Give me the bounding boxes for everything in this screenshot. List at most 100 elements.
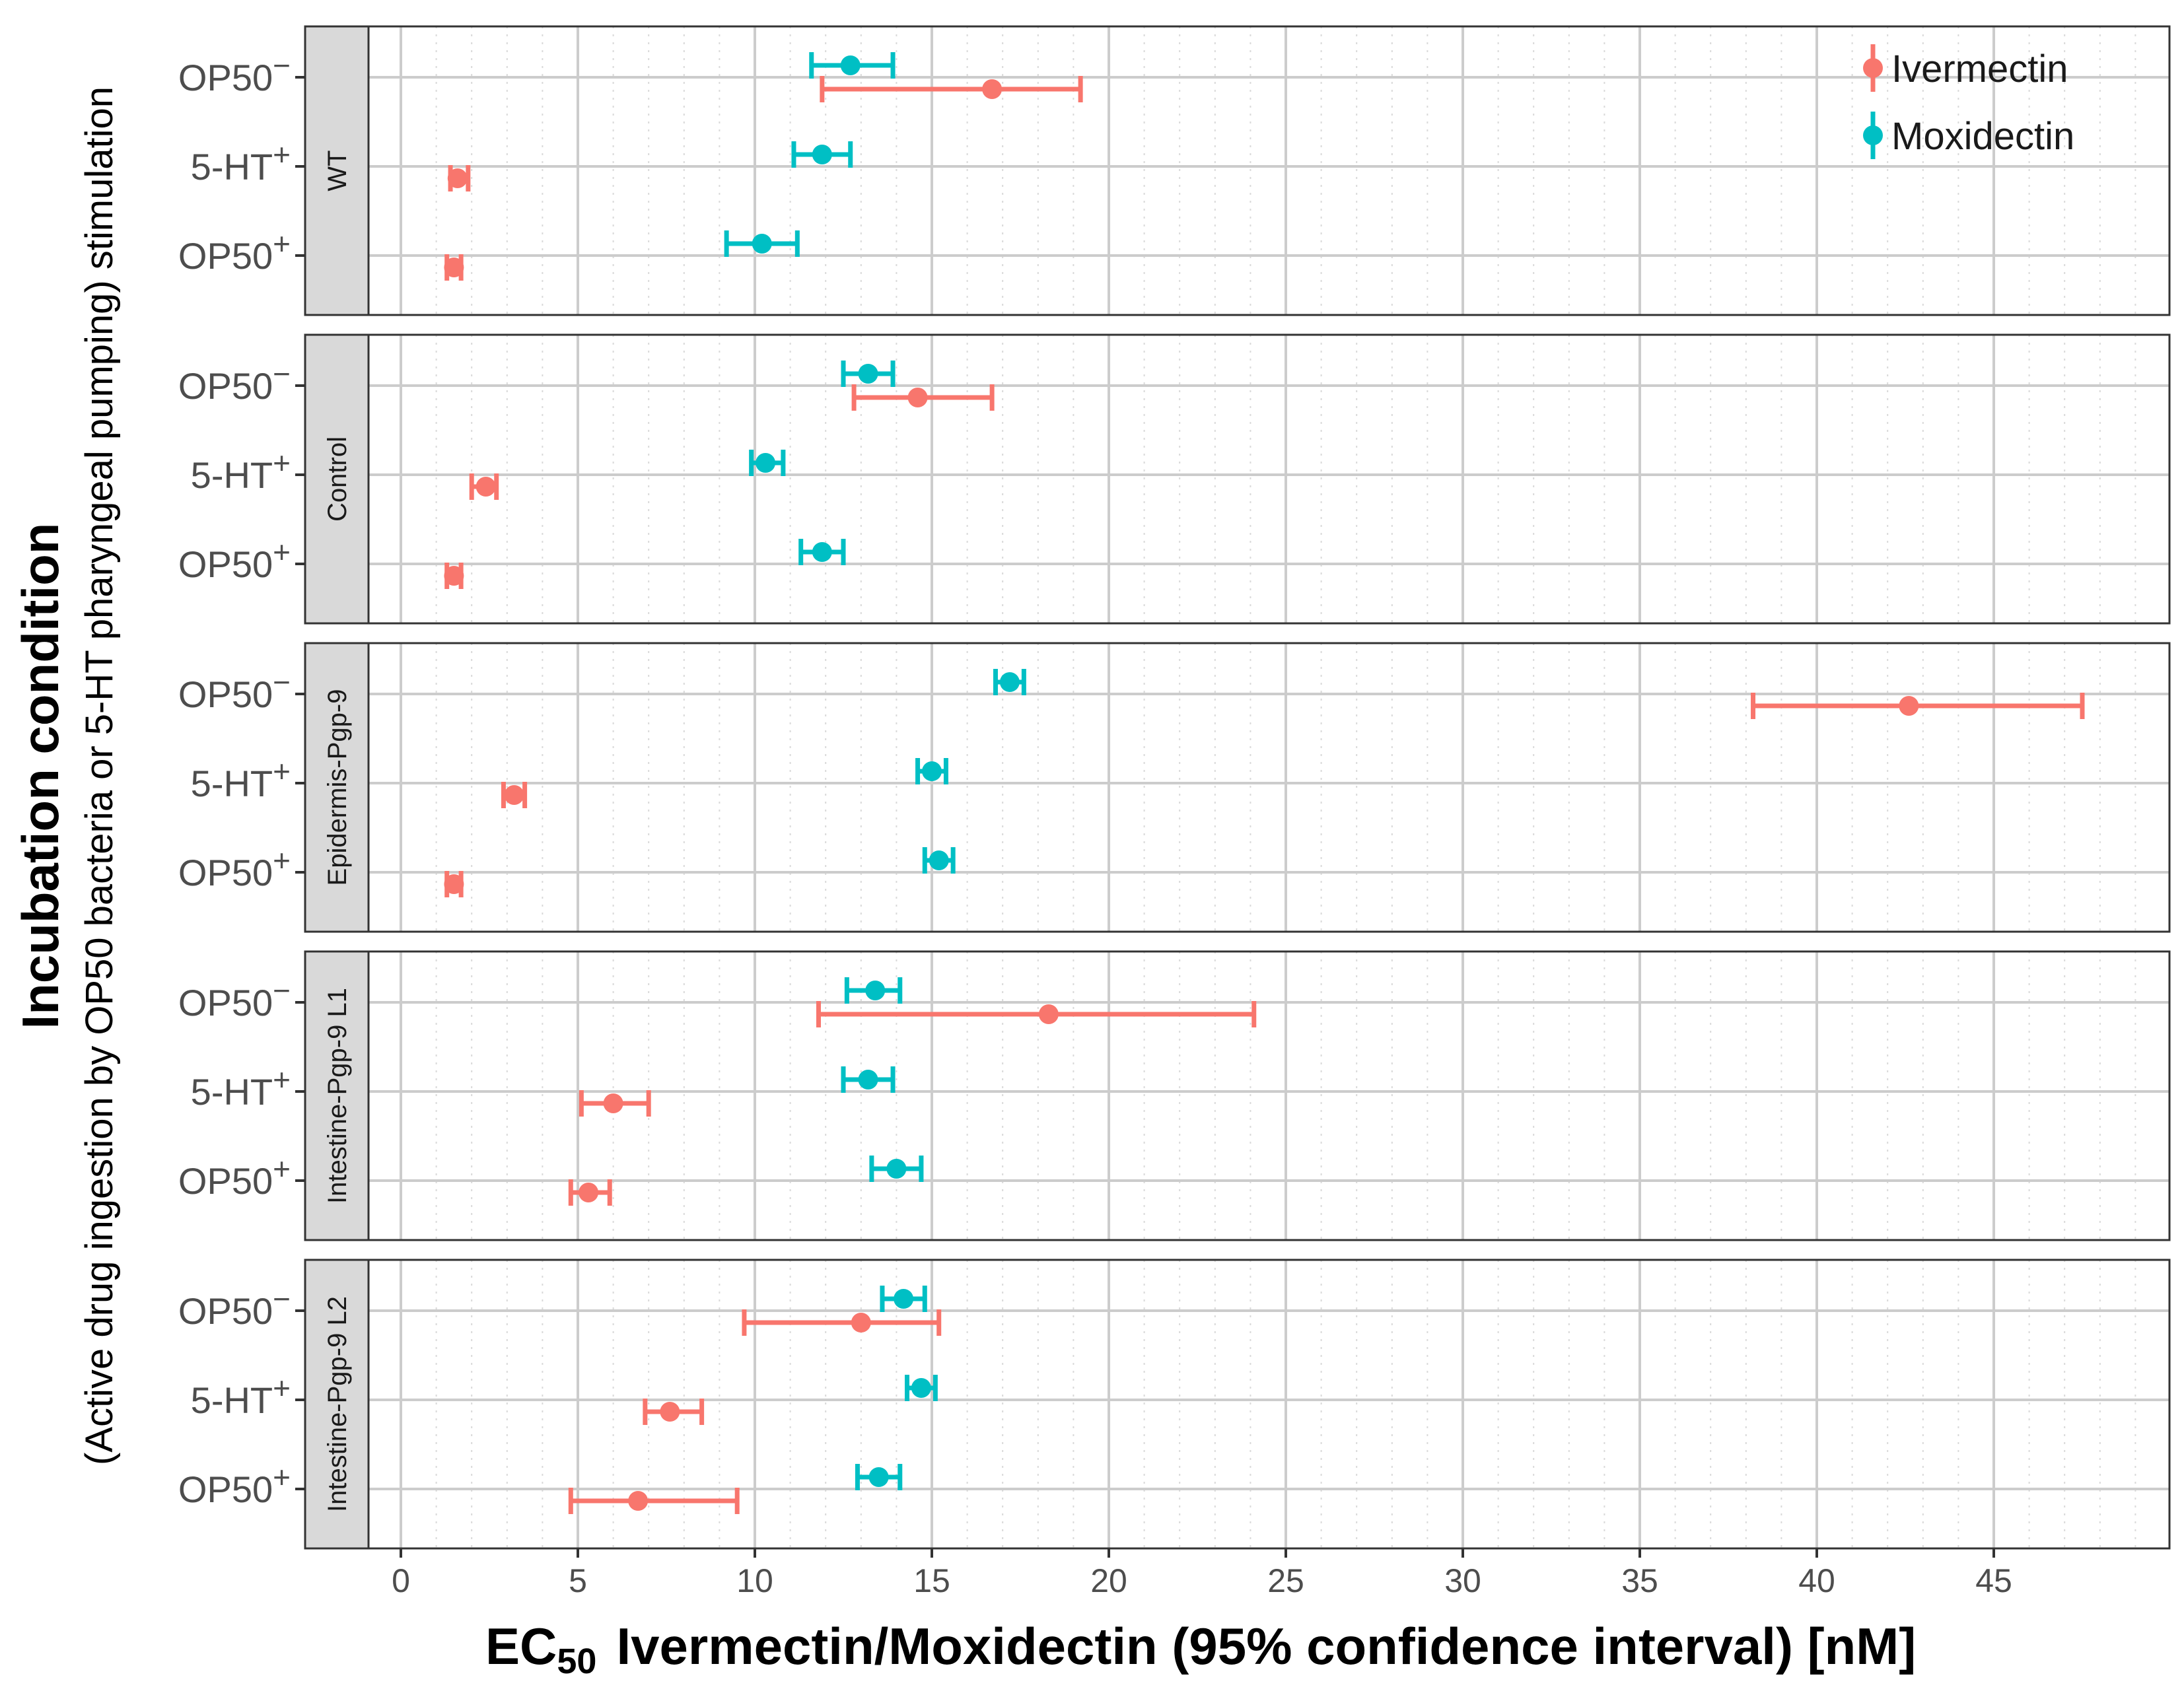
moxidectin-point	[756, 453, 776, 473]
strip-background	[304, 950, 370, 1241]
strip-label: WT	[323, 150, 352, 191]
y-tick-label: OP50+	[178, 226, 291, 277]
strip-background	[304, 25, 370, 316]
x-axis: 0 5 10 15 20 25 30 35 40 45	[392, 1548, 2012, 1599]
y-tick-label: 5-HT+	[191, 1062, 291, 1113]
strip-label: Intestine-Pgp-9 L2	[323, 1296, 352, 1512]
panel-background	[369, 335, 2169, 623]
panel-intestine-pgp-9-l1: OP50− 5-HT+ OP50+ Intestine-Pgp-9 L1	[178, 950, 2171, 1241]
x-tick-label: 0	[392, 1562, 410, 1599]
x-tick-label: 40	[1798, 1562, 1835, 1599]
x-tick-label: 10	[736, 1562, 773, 1599]
moxidectin-point	[858, 364, 878, 384]
moxidectin-point	[886, 1159, 907, 1179]
ivermectin-point	[851, 1313, 871, 1332]
ivermectin-errorbar	[816, 1001, 1257, 1027]
ivermectin-point	[579, 1183, 599, 1202]
ivermectin-errorbar	[444, 871, 464, 897]
moxidectin-errorbar	[904, 1375, 938, 1401]
legend-key-point	[1863, 58, 1883, 78]
strip-background	[304, 1259, 370, 1550]
moxidectin-errorbar	[798, 539, 846, 565]
ivermectin-point	[628, 1491, 649, 1511]
moxidectin-errorbar	[844, 977, 903, 1004]
x-tick-label: 15	[913, 1562, 950, 1599]
x-tick-label: 25	[1267, 1562, 1304, 1599]
legend-key-point	[1863, 125, 1883, 145]
moxidectin-point	[865, 981, 886, 1000]
y-tick-label: OP50+	[178, 843, 291, 893]
moxidectin-errorbar	[749, 450, 786, 476]
moxidectin-point	[868, 1467, 889, 1487]
ivermectin-errorbar	[742, 1309, 942, 1336]
y-tick-label: OP50+	[178, 1152, 291, 1202]
y-tick-label: 5-HT+	[191, 754, 291, 804]
ivermectin-point	[907, 388, 928, 407]
legend-label: Ivermectin	[1891, 48, 2068, 90]
ivermectin-errorbar	[444, 563, 464, 589]
strip-label: Control	[323, 436, 352, 522]
moxidectin-errorbar	[841, 1066, 896, 1093]
moxidectin-errorbar	[922, 847, 956, 874]
ivermectin-point	[660, 1402, 680, 1422]
panel-border	[367, 25, 2171, 316]
ivermectin-errorbar	[643, 1399, 705, 1425]
panel-control: OP50− 5-HT+ OP50+ Control	[178, 333, 2171, 625]
panel-border	[367, 950, 2171, 1241]
ivermectin-point	[476, 477, 496, 497]
ivermectin-point	[1038, 1004, 1059, 1024]
ivermectin-point	[447, 168, 468, 188]
panel-intestine-pgp-9-l2: OP50− 5-HT+ OP50+ Intestine-Pgp-9 L2	[178, 1259, 2171, 1550]
y-tick-label: 5-HT+	[191, 1371, 291, 1421]
moxidectin-point	[840, 55, 861, 75]
ivermectin-point	[1899, 696, 1919, 716]
moxidectin-point	[999, 672, 1020, 692]
panel-background	[369, 643, 2169, 932]
moxidectin-errorbar	[855, 1464, 903, 1490]
moxidectin-errorbar	[809, 52, 896, 79]
y-axis-subtitle: (Active drug ingestion by OP50 bacteria …	[78, 86, 121, 1465]
strip-label: Epidermis-Pgp-9	[323, 689, 352, 886]
ivermectin-point	[444, 874, 464, 894]
y-tick-label: OP50−	[178, 357, 291, 407]
moxidectin-errorbar	[724, 230, 800, 257]
moxidectin-point	[858, 1070, 878, 1090]
ivermectin-errorbar	[1751, 693, 2085, 719]
legend-key-ivermectin	[1863, 44, 1883, 92]
legend: Ivermectin Moxidectin	[1863, 44, 2074, 159]
ivermectin-errorbar	[579, 1090, 651, 1117]
ivermectin-point	[444, 258, 464, 277]
y-tick-label: 5-HT+	[191, 446, 291, 496]
y-tick-label: OP50−	[178, 665, 291, 715]
ivermectin-point	[603, 1093, 623, 1113]
ivermectin-point	[982, 79, 1003, 99]
x-axis-title: EC50 Ivermectin/Moxidectin (95% confidenc…	[485, 1617, 1916, 1681]
moxidectin-point	[812, 145, 832, 164]
ivermectin-point	[504, 785, 524, 805]
panel-epidermis-pgp-9: OP50− 5-HT+ OP50+ Epidermis-Pgp-9	[178, 642, 2171, 933]
moxidectin-point	[894, 1289, 914, 1309]
panel-border	[367, 333, 2171, 625]
y-axis-title: Incubation condition	[11, 523, 69, 1029]
ivermectin-errorbar	[820, 76, 1083, 102]
panel-border	[367, 642, 2171, 933]
moxidectin-errorbar	[869, 1156, 924, 1182]
x-tick-label: 30	[1444, 1562, 1481, 1599]
x-tick-label: 20	[1090, 1562, 1127, 1599]
y-tick-label: OP50+	[178, 1460, 291, 1510]
legend-label: Moxidectin	[1891, 115, 2074, 158]
y-tick-label: OP50+	[178, 535, 291, 585]
moxidectin-errorbar	[791, 141, 853, 168]
moxidectin-errorbar	[993, 669, 1026, 695]
ivermectin-errorbar	[568, 1179, 612, 1206]
ivermectin-errorbar	[447, 165, 471, 191]
y-tick-label: OP50−	[178, 1282, 291, 1332]
ivermectin-errorbar	[851, 384, 995, 411]
panel-border	[367, 1259, 2171, 1550]
moxidectin-errorbar	[841, 361, 896, 387]
x-tick-label: 45	[1975, 1562, 2012, 1599]
ivermectin-errorbar	[568, 1488, 740, 1514]
strip-background	[304, 642, 370, 933]
ivermectin-point	[444, 566, 464, 586]
